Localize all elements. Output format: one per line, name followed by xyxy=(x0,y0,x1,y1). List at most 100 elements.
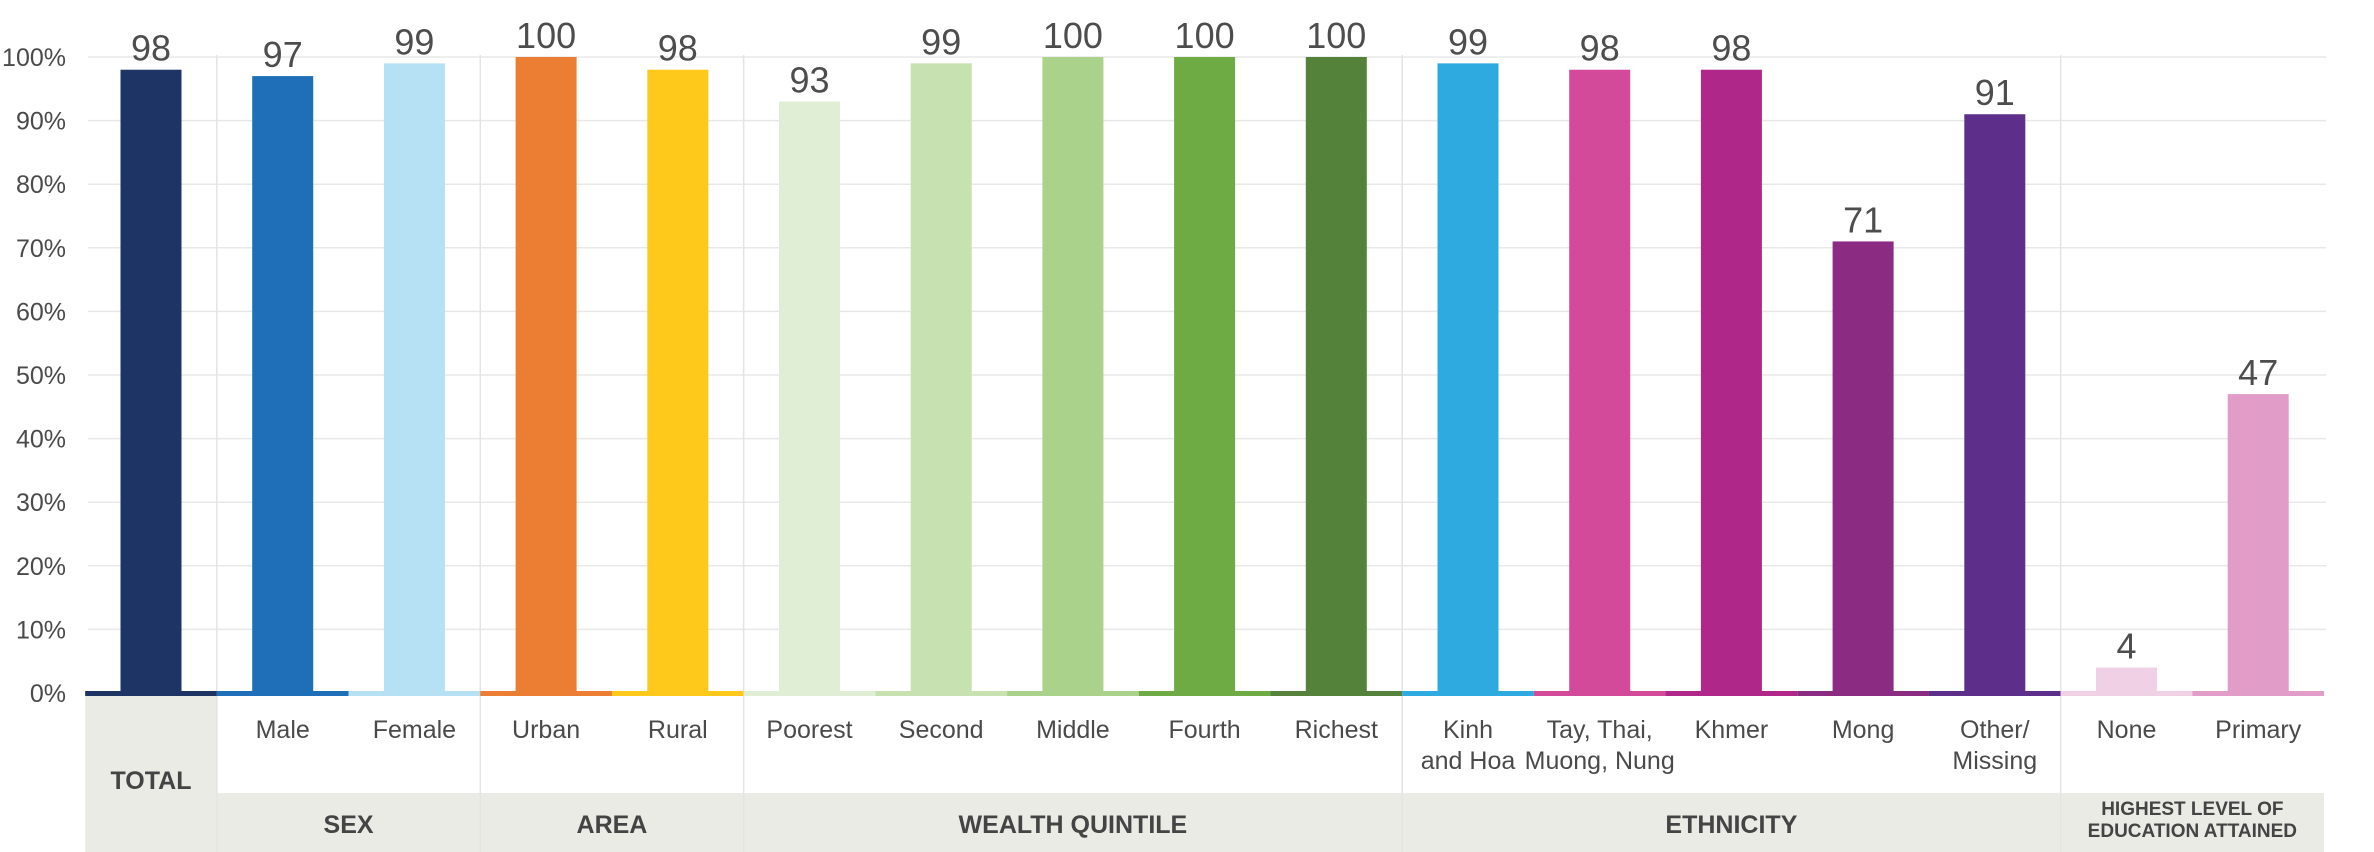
baseline-segment xyxy=(216,691,349,696)
value-label: 98 xyxy=(658,28,698,69)
bars xyxy=(120,57,2289,694)
y-tick-label: 20% xyxy=(16,553,66,581)
value-labels: 98 97 99 100 98 93 99 100 100 100 99 98 98 71 91 4 47 xyxy=(131,15,2278,667)
baseline-segment xyxy=(348,691,481,696)
bar xyxy=(2096,667,2157,693)
bar xyxy=(779,101,840,693)
value-label: 100 xyxy=(1043,15,1103,56)
bar xyxy=(1437,63,1499,694)
category-label: Tay, Thai, xyxy=(1547,716,1653,744)
y-tick-label: 60% xyxy=(16,298,66,326)
group-label: AREA xyxy=(577,811,648,839)
value-label: 100 xyxy=(1175,15,1235,56)
bar xyxy=(1964,114,2026,694)
bar xyxy=(383,63,445,694)
baseline-segment xyxy=(85,691,217,696)
y-tick-label: 80% xyxy=(16,171,66,199)
bar xyxy=(1305,57,1367,693)
y-tick-label: 50% xyxy=(16,362,66,390)
bar xyxy=(1569,69,1631,694)
baseline-segment xyxy=(1270,691,1403,696)
category-label: Khmer xyxy=(1695,716,1769,744)
group-label: EDUCATION ATTAINED xyxy=(2088,821,2297,842)
value-label: 100 xyxy=(1306,15,1366,56)
group-separators xyxy=(216,55,2062,852)
group-band xyxy=(743,793,1403,852)
value-label: 4 xyxy=(2116,626,2136,667)
group-band xyxy=(216,793,481,852)
group-band xyxy=(480,793,744,852)
baseline-segment xyxy=(1402,691,1534,696)
value-label: 99 xyxy=(921,21,961,62)
category-label: Richest xyxy=(1295,716,1378,744)
value-label: 100 xyxy=(516,15,576,56)
group-label: TOTAL xyxy=(110,767,191,795)
value-label: 93 xyxy=(789,60,829,101)
bar xyxy=(910,63,972,694)
baseline-segment xyxy=(1665,691,1798,696)
category-label: Other/ xyxy=(1960,716,2030,744)
category-label: Female xyxy=(373,716,456,744)
value-label: 47 xyxy=(2238,352,2278,393)
category-label: Urban xyxy=(512,716,580,744)
bar xyxy=(1174,57,1236,693)
value-label: 98 xyxy=(1711,28,1751,69)
category-label: Kinh xyxy=(1443,716,1493,744)
baseline-segment xyxy=(875,691,1008,696)
category-label: Rural xyxy=(648,716,708,744)
category-label: Mong xyxy=(1832,716,1895,744)
value-label: 99 xyxy=(1448,21,1488,62)
y-tick-label: 70% xyxy=(16,235,66,263)
category-label: Poorest xyxy=(766,716,852,744)
baseline-segment xyxy=(2060,691,2193,696)
value-label: 98 xyxy=(1580,28,1620,69)
group-band-total xyxy=(85,696,217,852)
category-label: None xyxy=(2097,716,2157,744)
bar xyxy=(2227,394,2289,693)
category-label: Male xyxy=(256,716,310,744)
bar xyxy=(252,76,314,693)
baseline-segment xyxy=(1797,691,1929,696)
group-label-bands xyxy=(85,696,2325,852)
group-labels: TOTAL SEX AREA WEALTH QUINTILE ETHNICITY HIGH… xyxy=(110,767,2297,842)
category-label: Middle xyxy=(1036,716,1110,744)
y-tick-label: 10% xyxy=(16,616,66,644)
y-tick-label: 40% xyxy=(16,426,66,454)
baseline-segment xyxy=(743,691,876,696)
category-label: Missing xyxy=(1952,747,2037,775)
category-label: and Hoa xyxy=(1421,747,1516,775)
bar xyxy=(1700,69,1762,694)
baseline-segment xyxy=(2192,691,2325,696)
category-label: Primary xyxy=(2215,716,2302,744)
y-tick-label: 0% xyxy=(30,680,66,708)
bar xyxy=(120,69,182,694)
baseline-segment xyxy=(1007,691,1139,696)
category-label: Second xyxy=(899,716,984,744)
bar xyxy=(515,57,577,693)
value-label: 97 xyxy=(263,34,303,75)
value-label: 91 xyxy=(1975,72,2015,113)
group-band xyxy=(1402,793,2061,852)
category-labels: Male Female Urban Rural Poorest Second Middle F… xyxy=(256,716,2302,775)
group-label: HIGHEST LEVEL OF xyxy=(2101,799,2283,820)
y-tick-label: 30% xyxy=(16,489,66,517)
y-axis-tick-labels: 0% 10% 20% 30% 40% 50% 60% 70% 80% 90% 100% xyxy=(2,44,66,708)
group-label: ETHNICITY xyxy=(1665,811,1797,839)
bar xyxy=(1832,241,1894,693)
group-label: SEX xyxy=(324,811,374,839)
group-band xyxy=(2060,793,2325,852)
baseline-segment xyxy=(1533,691,1666,696)
value-label: 98 xyxy=(131,28,171,69)
baseline-segments xyxy=(85,691,2325,696)
group-label: WEALTH QUINTILE xyxy=(959,811,1188,839)
baseline-segment xyxy=(611,691,744,696)
category-label: Fourth xyxy=(1168,716,1240,744)
category-label: Muong, Nung xyxy=(1525,747,1675,775)
value-label: 99 xyxy=(394,21,434,62)
bar xyxy=(647,69,709,694)
y-tick-label: 90% xyxy=(16,108,66,136)
bar xyxy=(1042,57,1104,693)
value-label: 71 xyxy=(1843,199,1883,240)
baseline-segment xyxy=(1138,691,1271,696)
